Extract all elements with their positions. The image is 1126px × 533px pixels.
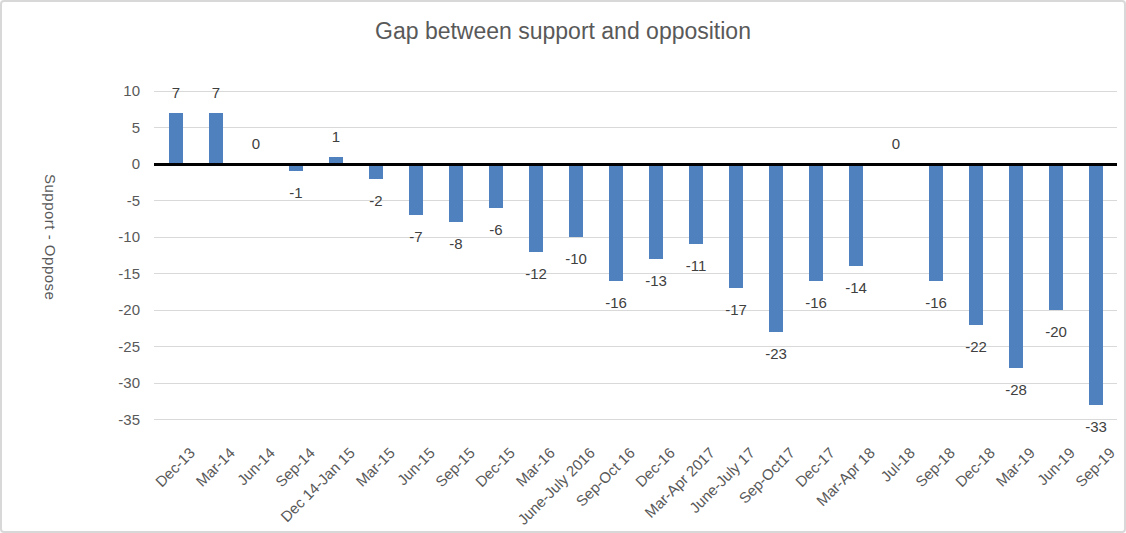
data-label: -20 <box>1024 323 1088 340</box>
data-label: -13 <box>624 272 688 289</box>
data-label: -16 <box>904 294 968 311</box>
bar <box>929 164 943 281</box>
data-label: -14 <box>824 279 888 296</box>
y-axis-title: Support - Oppose <box>42 174 59 300</box>
data-label: 0 <box>864 135 928 152</box>
y-tick-label: -25 <box>70 337 140 357</box>
bar <box>209 113 223 164</box>
gridline <box>154 419 1117 420</box>
gridline <box>154 383 1117 384</box>
data-label: 7 <box>184 84 248 101</box>
data-label: -33 <box>1064 418 1126 435</box>
y-tick-label: 10 <box>70 81 140 101</box>
x-tick-label: Dec-13 <box>66 444 199 533</box>
chart-title: Gap between support and opposition <box>2 18 1124 45</box>
y-tick-label: -15 <box>70 264 140 284</box>
bar <box>769 164 783 332</box>
data-label: 0 <box>224 135 288 152</box>
data-label: -28 <box>984 381 1048 398</box>
data-label: -11 <box>664 257 728 274</box>
bar <box>969 164 983 325</box>
y-tick-label: -35 <box>70 410 140 430</box>
data-label: -17 <box>704 301 768 318</box>
bar <box>1009 164 1023 368</box>
bar <box>169 113 183 164</box>
data-label: -23 <box>744 345 808 362</box>
data-label: -8 <box>424 235 488 252</box>
chart-area: Gap between support and opposition Suppo… <box>0 0 1126 533</box>
data-label: -12 <box>504 265 568 282</box>
bar <box>489 164 503 208</box>
bar <box>409 164 423 215</box>
bar <box>649 164 663 259</box>
bar <box>1049 164 1063 310</box>
bar <box>449 164 463 222</box>
y-tick-label: -20 <box>70 300 140 320</box>
gridline <box>154 91 1117 92</box>
data-label: -16 <box>784 294 848 311</box>
bar <box>809 164 823 281</box>
bar <box>529 164 543 252</box>
zero-axis-line <box>154 163 1117 166</box>
y-tick-label: -5 <box>70 191 140 211</box>
bar <box>569 164 583 237</box>
data-label: -6 <box>464 221 528 238</box>
data-label: -2 <box>344 192 408 209</box>
data-label: 1 <box>304 128 368 145</box>
y-tick-label: -10 <box>70 227 140 247</box>
y-tick-label: 5 <box>70 118 140 138</box>
data-label: -10 <box>544 250 608 267</box>
bar <box>1089 164 1103 405</box>
bar <box>849 164 863 266</box>
data-label: -22 <box>944 338 1008 355</box>
bar <box>729 164 743 288</box>
gridline <box>154 127 1117 128</box>
bar <box>609 164 623 281</box>
data-label: -16 <box>584 294 648 311</box>
y-tick-label: 0 <box>70 154 140 174</box>
bar <box>689 164 703 244</box>
bar <box>369 164 383 179</box>
y-tick-label: -30 <box>70 373 140 393</box>
data-label: -1 <box>264 184 328 201</box>
